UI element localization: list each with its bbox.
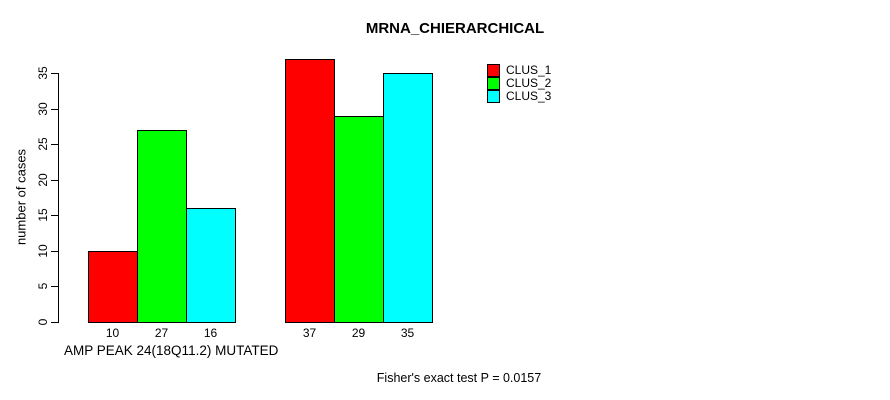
bar-value-label: 16 — [203, 326, 218, 340]
y-axis-tick — [51, 144, 58, 146]
y-axis-tick-label: 30 — [36, 101, 50, 116]
bar-value-label: 29 — [351, 326, 366, 340]
y-axis-tick-label: 35 — [36, 66, 50, 80]
y-axis-tick-label: 5 — [36, 283, 50, 290]
y-axis-tick — [51, 108, 58, 110]
y-axis-tick — [51, 322, 58, 323]
bar-clus_1-group-1 — [88, 250, 138, 323]
legend-item: CLUS_1 — [487, 64, 551, 77]
bar-value-label: 37 — [302, 326, 317, 340]
chart-title: MRNA_CHIERARCHICAL — [365, 20, 545, 37]
bar-value-label: 27 — [154, 326, 169, 340]
y-axis-tick-label: 20 — [36, 173, 50, 187]
y-axis — [58, 72, 59, 323]
legend-swatch-clus-2 — [487, 77, 500, 90]
x-axis-label: AMP PEAK 24(18Q11.2) MUTATED — [64, 343, 279, 358]
bar-value-label: 35 — [400, 326, 415, 340]
legend-swatch-clus-1 — [487, 64, 500, 77]
y-axis-tick-label: 0 — [36, 318, 50, 326]
legend-item: CLUS_2 — [487, 77, 551, 90]
legend: CLUS_1 CLUS_2 CLUS_3 — [487, 64, 551, 103]
legend-label-clus-1: CLUS_1 — [506, 63, 552, 77]
bar-clus_1-group-2 — [285, 58, 335, 323]
legend-label-clus-2: CLUS_2 — [506, 76, 552, 90]
y-axis-tick-label: 15 — [36, 208, 50, 222]
bar-clus_3-group-2 — [383, 72, 433, 323]
y-axis-tick — [51, 286, 58, 288]
bar-clus_2-group-1 — [137, 129, 187, 323]
legend-label-clus-3: CLUS_3 — [506, 89, 552, 103]
y-axis-tick — [51, 179, 58, 181]
y-axis-tick-label: 25 — [36, 137, 50, 151]
fisher-test-annotation: Fisher's exact test P = 0.0157 — [376, 371, 542, 385]
y-axis-tick — [51, 215, 58, 217]
bar-clus_3-group-1 — [186, 208, 236, 323]
y-axis-tick-label: 10 — [36, 244, 50, 258]
y-axis-tick — [51, 72, 58, 74]
bar-clus_2-group-2 — [334, 115, 384, 323]
y-axis-label: number of cases — [13, 148, 29, 246]
bar-value-label: 10 — [105, 326, 120, 340]
y-axis-tick — [51, 250, 58, 252]
legend-item: CLUS_3 — [487, 90, 551, 103]
legend-swatch-clus-3 — [487, 90, 500, 103]
